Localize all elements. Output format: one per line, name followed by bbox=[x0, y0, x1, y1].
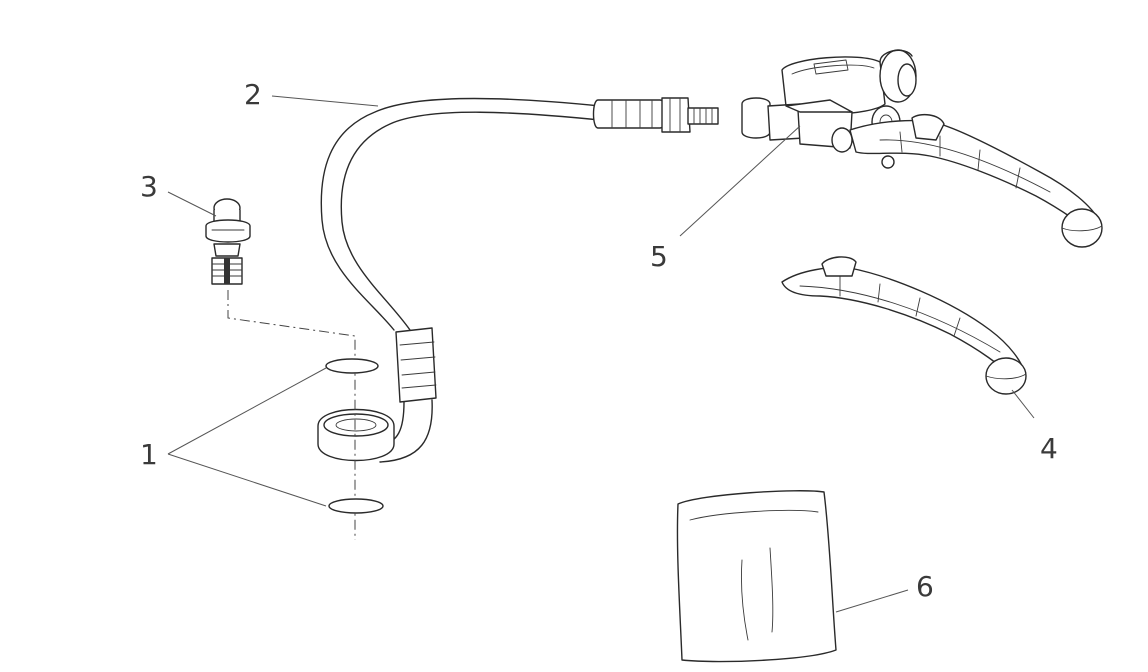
assembly-axis-line bbox=[227, 290, 356, 540]
part-banjo-bolt bbox=[205, 198, 251, 285]
callout-1: 1 bbox=[140, 438, 158, 471]
part-master-cylinder bbox=[741, 49, 1103, 248]
callout-2: 2 bbox=[244, 78, 262, 111]
part-brake-hose bbox=[317, 97, 719, 463]
callout-3: 3 bbox=[140, 170, 158, 203]
part-sealing-washers bbox=[325, 358, 384, 514]
callout-6: 6 bbox=[916, 570, 934, 603]
callout-4: 4 bbox=[1040, 432, 1058, 465]
callout-5: 5 bbox=[650, 240, 668, 273]
part-storage-bag bbox=[676, 490, 837, 663]
part-spare-lever bbox=[781, 256, 1027, 395]
leader-lines bbox=[167, 95, 1035, 613]
